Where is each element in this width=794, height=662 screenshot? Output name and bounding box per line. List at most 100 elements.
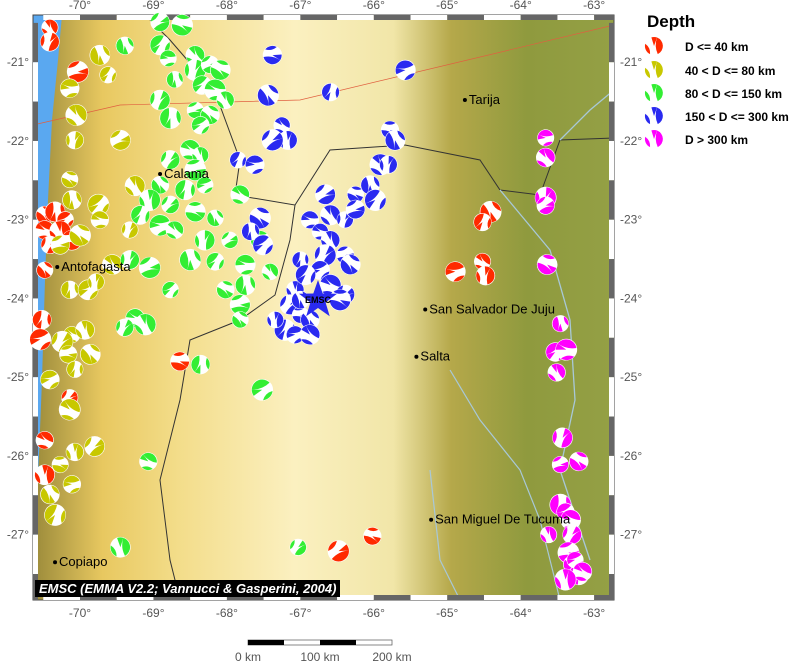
earthquake-beachball[interactable]	[65, 59, 91, 85]
earthquake-beachball[interactable]	[128, 202, 153, 227]
earthquake-beachball[interactable]	[167, 11, 196, 40]
earthquake-beachball[interactable]	[177, 247, 203, 273]
earthquake-beachball[interactable]	[260, 42, 285, 67]
city-label[interactable]: Calama	[164, 166, 210, 181]
earthquake-beachball[interactable]	[150, 175, 170, 195]
earthquake-beachball[interactable]	[124, 175, 146, 197]
earthquake-beachball[interactable]	[221, 231, 239, 249]
earthquake-beachball[interactable]	[549, 424, 577, 452]
earthquake-beachball[interactable]	[29, 328, 52, 351]
earthquake-beachball[interactable]	[156, 104, 185, 133]
earthquake-beachball[interactable]	[119, 219, 141, 241]
earthquake-beachball[interactable]	[64, 358, 87, 381]
earthquake-beachball[interactable]	[289, 249, 312, 272]
earthquake-beachball[interactable]	[64, 441, 87, 464]
earthquake-beachball[interactable]	[88, 44, 111, 67]
city-label[interactable]: Salta	[420, 349, 450, 364]
star-icon[interactable]	[299, 280, 337, 317]
earthquake-beachball[interactable]	[261, 128, 285, 152]
earthquake-beachball[interactable]	[327, 540, 350, 563]
earthquake-beachball[interactable]	[100, 252, 125, 277]
earthquake-beachball[interactable]	[41, 19, 59, 37]
earthquake-beachball[interactable]	[164, 69, 185, 90]
earthquake-beachball[interactable]	[88, 208, 112, 232]
earthquake-beachball[interactable]	[376, 153, 400, 177]
earthquake-beachball[interactable]	[551, 455, 571, 475]
earthquake-beachball[interactable]	[344, 198, 366, 220]
city-label[interactable]: San Salvador De Juju	[429, 301, 555, 316]
earthquake-beachball[interactable]	[138, 256, 162, 280]
earthquake-beachball[interactable]	[33, 428, 57, 452]
earthquake-beachball[interactable]	[167, 349, 193, 375]
earthquake-beachball[interactable]	[35, 261, 54, 280]
earthquake-beachball[interactable]	[362, 187, 388, 213]
earthquake-beachball[interactable]	[64, 103, 88, 127]
earthquake-beachball[interactable]	[315, 184, 336, 205]
earthquake-beachball[interactable]	[257, 84, 279, 107]
earthquake-beachball[interactable]	[136, 449, 160, 473]
earthquake-beachball[interactable]	[206, 209, 224, 227]
earthquake-beachball[interactable]	[58, 278, 82, 302]
earthquake-beachball[interactable]	[63, 128, 87, 152]
earthquake-beachball[interactable]	[60, 188, 84, 212]
earthquake-beachball[interactable]	[318, 80, 342, 104]
earthquake-beachball[interactable]	[181, 198, 209, 226]
earthquake-beachball[interactable]	[59, 169, 81, 191]
city-label[interactable]: Tarija	[469, 92, 501, 107]
earthquake-beachball[interactable]	[288, 537, 309, 558]
earthquake-beachball[interactable]	[113, 316, 137, 340]
earthquake-beachball[interactable]	[117, 247, 143, 273]
earthquake-beachball[interactable]	[32, 462, 58, 488]
earthquake-beachball[interactable]	[37, 29, 63, 55]
earthquake-beachball[interactable]	[40, 369, 61, 390]
earthquake-beachball[interactable]	[261, 263, 279, 281]
earthquake-beachball[interactable]	[243, 153, 267, 177]
earthquake-beachball[interactable]	[384, 129, 406, 151]
city-label[interactable]: Copiapo	[59, 554, 107, 569]
earthquake-beachball[interactable]	[264, 309, 286, 331]
earthquake-beachball[interactable]	[227, 292, 253, 318]
earthquake-beachball[interactable]	[134, 313, 157, 336]
earthquake-beachball[interactable]	[232, 272, 258, 298]
earthquake-beachball[interactable]	[150, 12, 170, 32]
earthquake-beachball[interactable]	[227, 149, 249, 171]
earthquake-beachball[interactable]	[311, 241, 339, 269]
earthquake-beachball[interactable]	[74, 319, 96, 341]
earthquake-beachball[interactable]	[181, 156, 210, 185]
earthquake-beachball[interactable]	[41, 501, 70, 530]
earthquake-beachball[interactable]	[204, 250, 226, 272]
earthquake-beachball[interactable]	[191, 116, 210, 135]
earthquake-beachball[interactable]	[56, 395, 84, 423]
city-label[interactable]: San Miguel De Tucuma	[435, 512, 571, 527]
earthquake-beachball[interactable]	[83, 435, 107, 459]
earthquake-beachball[interactable]	[297, 322, 323, 348]
earthquake-beachball[interactable]	[57, 76, 82, 101]
earthquake-beachball[interactable]	[339, 253, 363, 277]
earthquake-beachball[interactable]	[85, 271, 107, 293]
earthquake-beachball[interactable]	[473, 263, 498, 288]
earthquake-beachball[interactable]	[40, 484, 60, 505]
earthquake-beachball[interactable]	[114, 35, 135, 56]
earthquake-beachball[interactable]	[157, 47, 179, 69]
earthquake-beachball[interactable]	[570, 559, 595, 584]
earthquake-beachball[interactable]	[188, 352, 214, 378]
earthquake-beachball[interactable]	[147, 86, 174, 113]
earthquake-beachball[interactable]	[232, 251, 259, 278]
earthquake-beachball[interactable]	[552, 335, 581, 364]
earthquake-beachball[interactable]	[216, 90, 235, 110]
earthquake-beachball[interactable]	[394, 58, 417, 81]
earthquake-beachball[interactable]	[67, 222, 93, 248]
earthquake-beachball[interactable]	[535, 147, 557, 169]
earthquake-beachball[interactable]	[136, 186, 164, 214]
earthquake-beachball[interactable]	[79, 343, 101, 365]
earthquake-beachball[interactable]	[560, 522, 585, 547]
earthquake-beachball[interactable]	[360, 524, 384, 548]
earthquake-beachball[interactable]	[239, 220, 262, 243]
earthquake-beachball[interactable]	[109, 129, 131, 151]
earthquake-beachball[interactable]	[251, 378, 274, 401]
earthquake-beachball[interactable]	[550, 313, 571, 334]
earthquake-beachball[interactable]	[443, 259, 467, 283]
earthquake-beachball[interactable]	[97, 64, 118, 85]
earthquake-beachball[interactable]	[61, 473, 83, 495]
